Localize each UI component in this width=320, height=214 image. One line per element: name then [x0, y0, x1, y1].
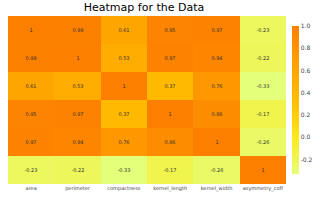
svg-text:compactness: compactness	[107, 185, 140, 192]
svg-text:0.2: 0.2	[301, 111, 311, 118]
svg-text:0.37: 0.37	[118, 111, 129, 117]
svg-text:1: 1	[261, 167, 264, 173]
svg-text:0.76: 0.76	[118, 139, 129, 145]
svg-text:0.61: 0.61	[25, 83, 36, 89]
svg-text:0.99: 0.99	[25, 55, 36, 61]
svg-text:perimeter: perimeter	[65, 185, 91, 192]
svg-text:1: 1	[215, 139, 218, 145]
svg-text:Heatmap for the Data: Heatmap for the Data	[84, 1, 204, 14]
svg-text:1: 1	[122, 83, 125, 89]
svg-text:0.37: 0.37	[164, 83, 175, 89]
svg-text:0.97: 0.97	[211, 27, 222, 33]
svg-text:kernel_width: kernel_width	[201, 185, 233, 192]
svg-text:-0.33: -0.33	[257, 83, 270, 89]
svg-text:-0.22: -0.22	[257, 55, 270, 61]
svg-text:0.97: 0.97	[164, 55, 175, 61]
svg-text:-0.22: -0.22	[72, 167, 85, 173]
svg-text:-0.17: -0.17	[164, 167, 177, 173]
svg-text:0.0: 0.0	[301, 133, 311, 140]
svg-text:0.94: 0.94	[211, 55, 222, 61]
svg-text:0.86: 0.86	[164, 139, 175, 145]
svg-text:0.97: 0.97	[25, 139, 36, 145]
svg-text:-0.17: -0.17	[257, 111, 270, 117]
svg-text:-0.33: -0.33	[118, 167, 131, 173]
svg-text:-0.23: -0.23	[25, 167, 38, 173]
svg-text:0.61: 0.61	[118, 27, 129, 33]
svg-text:asymmetry_coff: asymmetry_coff	[243, 185, 284, 192]
svg-text:0.8: 0.8	[301, 44, 311, 51]
svg-text:0.94: 0.94	[72, 139, 83, 145]
svg-text:1: 1	[168, 111, 171, 117]
svg-text:kernel_length: kernel_length	[153, 185, 187, 192]
svg-text:1: 1	[76, 55, 79, 61]
svg-text:-0.2: -0.2	[301, 156, 313, 163]
svg-text:-0.23: -0.23	[257, 27, 270, 33]
svg-text:0.95: 0.95	[164, 27, 175, 33]
svg-text:area: area	[26, 185, 37, 191]
svg-text:1: 1	[29, 27, 32, 33]
svg-text:0.53: 0.53	[118, 55, 129, 61]
svg-text:0.6: 0.6	[301, 67, 311, 74]
svg-text:0.76: 0.76	[211, 83, 222, 89]
svg-text:0.4: 0.4	[301, 89, 311, 96]
svg-text:0.86: 0.86	[211, 111, 222, 117]
svg-text:0.95: 0.95	[25, 111, 36, 117]
svg-text:-0.26: -0.26	[257, 139, 270, 145]
svg-text:0.53: 0.53	[72, 83, 83, 89]
svg-text:-0.26: -0.26	[211, 167, 224, 173]
svg-text:0.97: 0.97	[72, 111, 83, 117]
svg-text:0.99: 0.99	[72, 27, 83, 33]
svg-text:1.0: 1.0	[301, 22, 311, 29]
